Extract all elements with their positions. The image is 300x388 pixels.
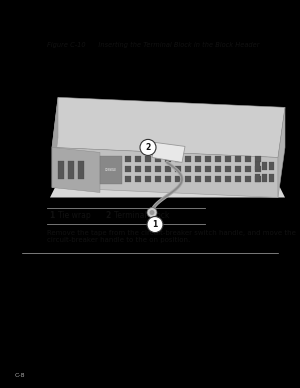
- Bar: [165, 177, 171, 182]
- Text: Step 9: Step 9: [22, 230, 48, 236]
- Bar: [215, 177, 221, 182]
- Bar: [255, 166, 261, 172]
- Polygon shape: [52, 147, 278, 197]
- Bar: [255, 177, 261, 182]
- Bar: [165, 156, 171, 163]
- Bar: [175, 166, 181, 172]
- Circle shape: [140, 139, 156, 156]
- Bar: [235, 177, 241, 182]
- Bar: [225, 177, 231, 182]
- Bar: [58, 161, 64, 180]
- Polygon shape: [52, 147, 100, 192]
- Bar: [100, 156, 122, 184]
- Polygon shape: [50, 187, 285, 197]
- Bar: [155, 156, 161, 163]
- Bar: [78, 161, 84, 180]
- Bar: [145, 156, 151, 163]
- Polygon shape: [152, 142, 185, 163]
- Bar: [185, 177, 191, 182]
- Bar: [135, 166, 141, 172]
- Bar: [225, 166, 231, 172]
- Bar: [205, 156, 211, 163]
- Bar: [195, 156, 201, 163]
- Bar: [175, 177, 181, 182]
- Bar: [235, 166, 241, 172]
- Bar: [175, 156, 181, 163]
- Bar: [245, 156, 251, 163]
- Bar: [68, 161, 74, 180]
- Bar: [225, 156, 231, 163]
- Text: 1: 1: [49, 211, 54, 220]
- Text: Terminal block: Terminal block: [114, 211, 170, 220]
- Bar: [185, 166, 191, 172]
- Bar: [125, 166, 131, 172]
- Bar: [269, 175, 274, 182]
- Bar: [135, 156, 141, 163]
- Text: 2: 2: [105, 211, 110, 220]
- Polygon shape: [52, 97, 58, 187]
- Bar: [155, 166, 161, 172]
- Bar: [245, 177, 251, 182]
- Text: Tie wrap: Tie wrap: [58, 211, 91, 220]
- Circle shape: [147, 208, 157, 218]
- Polygon shape: [52, 97, 285, 158]
- Circle shape: [149, 210, 154, 215]
- Bar: [235, 156, 241, 163]
- Bar: [245, 166, 251, 172]
- Text: C-8: C-8: [15, 373, 26, 378]
- Circle shape: [147, 217, 163, 232]
- Bar: [125, 156, 131, 163]
- Text: 2: 2: [146, 143, 151, 152]
- Polygon shape: [278, 107, 285, 197]
- Bar: [205, 166, 211, 172]
- Bar: [145, 166, 151, 172]
- Bar: [255, 163, 260, 170]
- Bar: [165, 166, 171, 172]
- Bar: [255, 175, 260, 182]
- Bar: [125, 177, 131, 182]
- Bar: [215, 166, 221, 172]
- Bar: [262, 163, 267, 170]
- Bar: [205, 177, 211, 182]
- Text: Remove the tape from the circuit-breaker switch handle, and move the circuit-bre: Remove the tape from the circuit-breaker…: [47, 230, 296, 242]
- Bar: [155, 177, 161, 182]
- Bar: [262, 175, 267, 182]
- Text: Figure C-10      Inserting the Terminal Block in the Block Header: Figure C-10 Inserting the Terminal Block…: [47, 42, 260, 48]
- Bar: [195, 177, 201, 182]
- Bar: [185, 156, 191, 163]
- Bar: [145, 177, 151, 182]
- Bar: [215, 156, 221, 163]
- Bar: [135, 177, 141, 182]
- Bar: [195, 166, 201, 172]
- Bar: [269, 163, 274, 170]
- Text: 1: 1: [152, 220, 158, 229]
- Text: CONSOLE: CONSOLE: [105, 168, 117, 172]
- Bar: [255, 156, 261, 163]
